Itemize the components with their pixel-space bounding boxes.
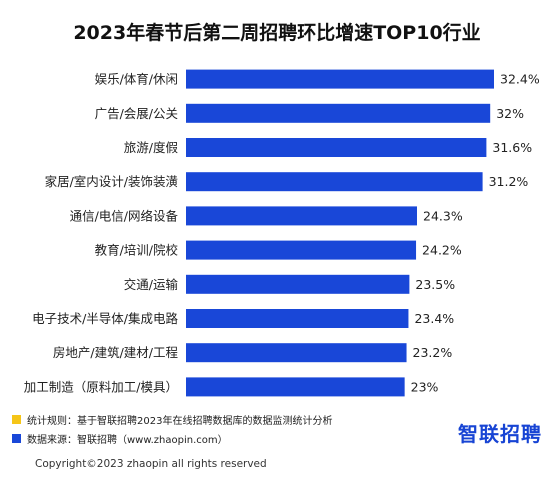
bar — [186, 103, 491, 123]
category-label: 加工制造（原料加工/模具） — [24, 379, 178, 394]
category-label: 广告/会展/公关 — [95, 106, 178, 121]
chart-footer: 统计规则：基于智联招聘2023年在线招聘数据库的数据监测统计分析 数据来源：智联… — [12, 412, 542, 452]
zhaopin-logo: 智联招聘 — [458, 422, 542, 446]
category-label: 旅游/度假 — [124, 140, 179, 155]
bar — [186, 69, 494, 89]
rule-text: 统计规则：基于智联招聘2023年在线招聘数据库的数据监测统计分析 — [27, 416, 333, 427]
bar-chart: 娱乐/体育/休闲 32.4% 广告/会展/公关 32% 旅游/度假 31.6% 家居/室内设… — [24, 69, 540, 397]
category-label: 教育/培训/院校 — [95, 243, 179, 258]
bar — [186, 172, 483, 192]
bar — [186, 377, 405, 397]
category-label: 娱乐/体育/休闲 — [95, 72, 178, 87]
value-label: 23.4% — [414, 311, 454, 326]
value-label: 31.6% — [492, 140, 532, 155]
chart-title: 2023年春节后第二周招聘环比增速TOP10行业 — [73, 22, 481, 44]
value-label: 32% — [496, 106, 524, 121]
bar — [186, 206, 417, 226]
copyright-text: Copyright©2023 zhaopin all rights reserv… — [35, 458, 267, 470]
bar — [186, 240, 417, 260]
source-note: 数据来源：智联招聘（www.zhaopin.com） — [12, 431, 228, 446]
bar — [186, 138, 487, 157]
bar — [186, 309, 409, 328]
category-label: 家居/室内设计/装饰装潢 — [45, 174, 178, 189]
rule-marker-icon — [12, 415, 21, 424]
rule-note: 统计规则：基于智联招聘2023年在线招聘数据库的数据监测统计分析 — [12, 412, 332, 427]
category-label: 交通/运输 — [124, 277, 179, 292]
value-label: 32.4% — [500, 72, 540, 87]
category-label: 电子技术/半导体/集成电路 — [32, 311, 178, 326]
category-label: 房地产/建筑/建材/工程 — [53, 345, 179, 360]
category-label: 通信/电信/网络设备 — [70, 208, 179, 223]
source-text: 数据来源：智联招聘（www.zhaopin.com） — [27, 435, 228, 446]
value-label: 23% — [411, 379, 439, 394]
value-label: 31.2% — [489, 174, 529, 189]
value-label: 24.3% — [423, 208, 463, 223]
value-label: 23.5% — [415, 277, 455, 292]
value-label: 23.2% — [413, 345, 453, 360]
source-marker-icon — [12, 434, 21, 443]
bar — [186, 274, 410, 294]
value-label: 24.2% — [422, 243, 462, 258]
bar — [186, 343, 407, 363]
